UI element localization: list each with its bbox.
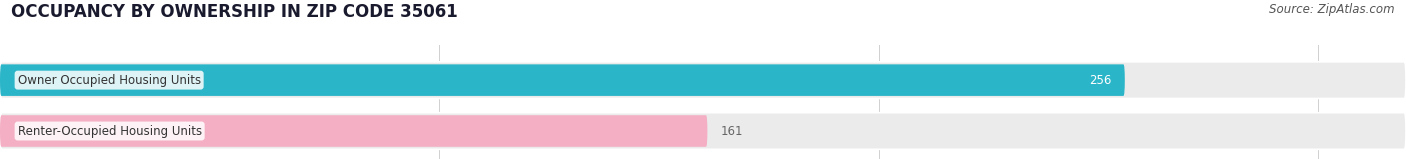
Text: Owner Occupied Housing Units: Owner Occupied Housing Units [17,74,201,87]
Text: 161: 161 [720,124,744,138]
Text: Renter-Occupied Housing Units: Renter-Occupied Housing Units [17,124,201,138]
FancyBboxPatch shape [0,62,1406,98]
FancyBboxPatch shape [0,64,1125,96]
FancyBboxPatch shape [0,113,1406,149]
Text: OCCUPANCY BY OWNERSHIP IN ZIP CODE 35061: OCCUPANCY BY OWNERSHIP IN ZIP CODE 35061 [11,3,458,21]
FancyBboxPatch shape [0,115,707,147]
Text: 256: 256 [1090,74,1112,87]
Text: Source: ZipAtlas.com: Source: ZipAtlas.com [1270,3,1395,16]
